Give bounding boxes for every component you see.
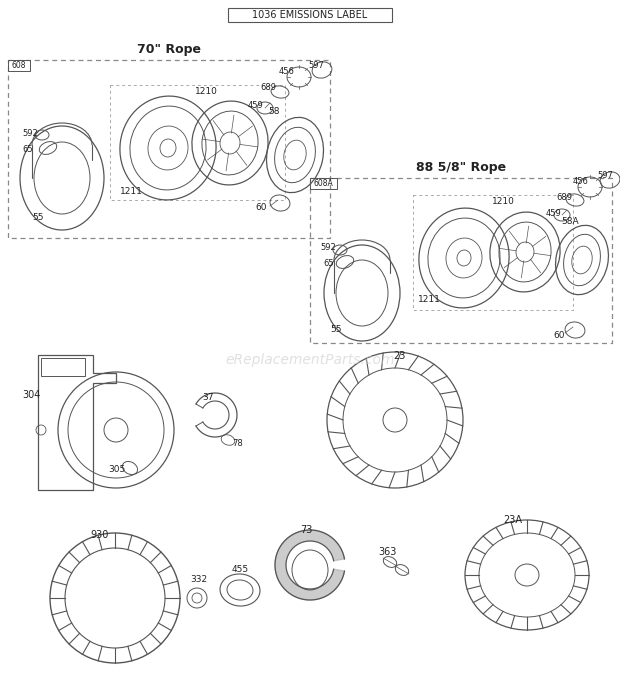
Text: 455: 455 (232, 565, 249, 574)
Text: 305: 305 (108, 466, 125, 475)
Bar (8, 60, 30, 71)
Text: 304: 304 (22, 390, 40, 400)
Text: 60: 60 (553, 331, 564, 340)
Text: 1210: 1210 (195, 87, 218, 96)
Text: 456: 456 (279, 67, 295, 76)
Text: 1211: 1211 (418, 295, 441, 304)
Bar (8, 60, 330, 238)
Text: 73: 73 (300, 525, 312, 535)
Text: 592: 592 (320, 243, 336, 252)
Text: 930: 930 (90, 530, 108, 540)
Text: 55: 55 (32, 213, 43, 222)
Text: 55: 55 (330, 326, 342, 335)
Bar (110, 85, 285, 200)
Text: 70" Rope: 70" Rope (137, 44, 201, 57)
Text: 597: 597 (597, 170, 613, 179)
Text: 65: 65 (323, 258, 334, 267)
Polygon shape (275, 530, 345, 600)
Text: 88 5/8" Rope: 88 5/8" Rope (416, 161, 506, 175)
Text: 1211: 1211 (120, 188, 143, 197)
Text: 332: 332 (190, 575, 207, 584)
Text: 58A: 58A (561, 218, 578, 227)
Bar (310, 178, 337, 189)
Text: 459: 459 (248, 101, 264, 110)
Bar (413, 195, 573, 310)
Text: 597: 597 (308, 60, 324, 69)
Text: 363: 363 (378, 547, 396, 557)
Text: 592: 592 (22, 128, 38, 137)
Text: 65: 65 (22, 146, 33, 155)
Text: 60: 60 (255, 204, 267, 213)
Text: 456: 456 (573, 177, 589, 186)
Bar (228, 8, 392, 22)
Text: eReplacementParts.com: eReplacementParts.com (225, 353, 395, 367)
Text: 689: 689 (556, 193, 572, 202)
Bar (41, 358, 85, 376)
Text: 23: 23 (393, 351, 405, 361)
Text: 1036 EMISSIONS LABEL: 1036 EMISSIONS LABEL (252, 10, 368, 20)
Text: 23A: 23A (503, 515, 522, 525)
Bar (310, 178, 612, 343)
Text: 689: 689 (260, 83, 276, 92)
Text: 459: 459 (546, 209, 562, 218)
Text: 608: 608 (12, 61, 26, 70)
Text: 58: 58 (268, 107, 280, 116)
Text: 608A: 608A (313, 179, 333, 188)
Text: 1210: 1210 (492, 198, 515, 207)
Text: 78: 78 (232, 439, 243, 448)
Text: 37: 37 (202, 394, 213, 403)
